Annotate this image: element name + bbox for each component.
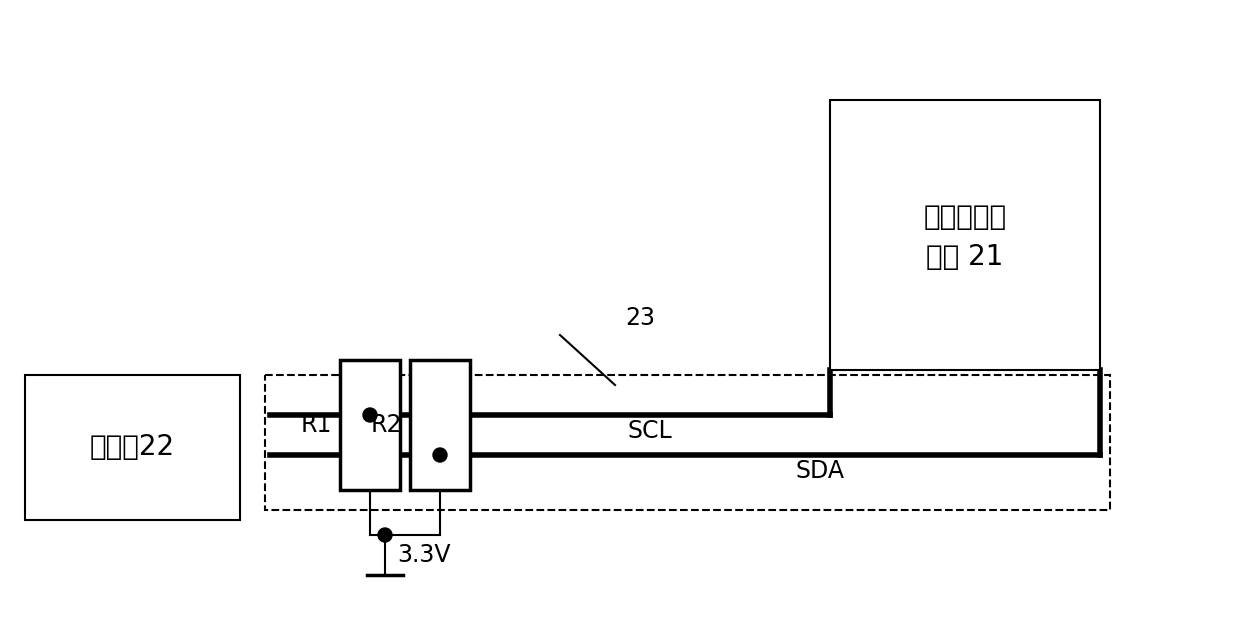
Text: 23: 23 (625, 306, 655, 330)
Circle shape (378, 528, 392, 542)
Bar (25, 375, 241, 520)
Circle shape (433, 448, 446, 462)
Bar (830, 100, 1100, 370)
Bar (265, 375, 1110, 510)
Text: 模块 21: 模块 21 (926, 243, 1003, 271)
Text: R2: R2 (371, 413, 402, 437)
Text: 系统板22: 系统板22 (91, 434, 175, 461)
Bar (410, 360, 470, 490)
Text: 可热插拔光: 可热插拔光 (924, 203, 1007, 231)
Bar (340, 360, 401, 490)
Circle shape (363, 408, 377, 422)
Text: SCL: SCL (627, 419, 672, 443)
Text: SDA: SDA (796, 459, 844, 483)
Text: 3.3V: 3.3V (397, 543, 450, 567)
Text: R1: R1 (300, 413, 332, 437)
